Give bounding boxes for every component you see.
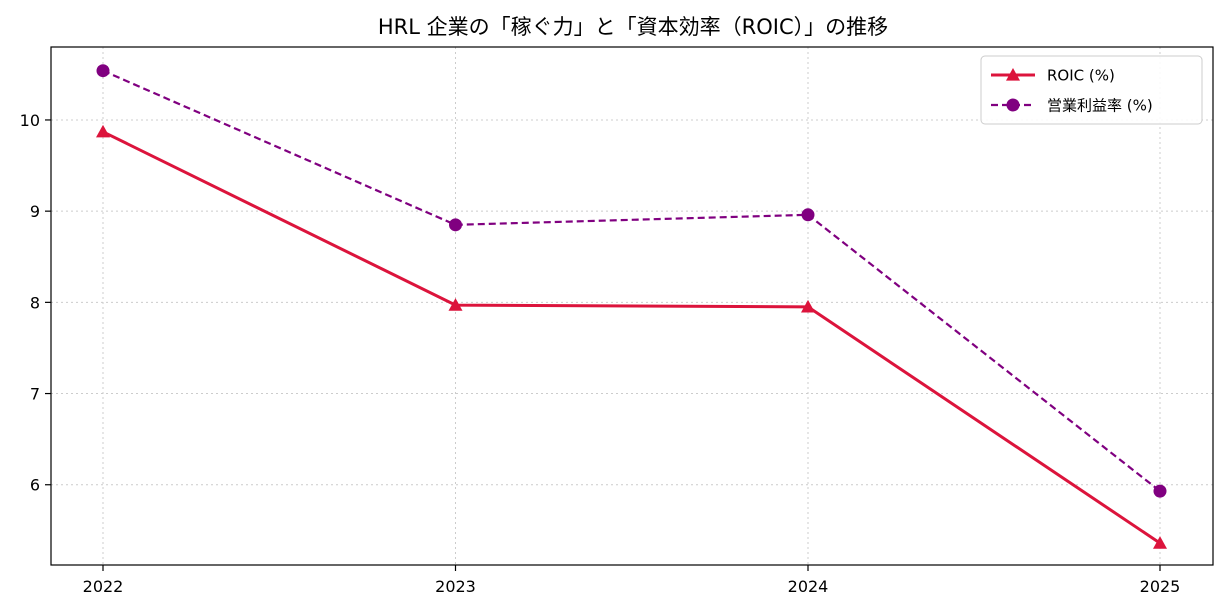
legend-box bbox=[980, 55, 1203, 125]
x-tick-label: 2022 bbox=[83, 577, 124, 596]
x-tick-label: 2023 bbox=[435, 577, 476, 596]
y-tick-label: 10 bbox=[20, 111, 40, 130]
legend-marker-circle bbox=[1006, 98, 1020, 112]
y-tick-label: 7 bbox=[30, 385, 40, 404]
data-point-circle bbox=[1153, 484, 1167, 498]
y-tick-label: 6 bbox=[30, 476, 40, 495]
data-point-triangle bbox=[801, 299, 815, 313]
chart-title: HRL 企業の「稼ぐ力」と「資本効率（ROIC）」の推移 bbox=[378, 15, 888, 39]
legend: ROIC (%) 営業利益率 (%) bbox=[980, 55, 1203, 125]
data-point-triangle bbox=[1153, 536, 1167, 549]
x-tick-label: 2024 bbox=[788, 577, 829, 596]
plot-frame bbox=[50, 46, 1214, 566]
legend-marker-triangle bbox=[1006, 68, 1020, 81]
legend-label: 営業利益率 (%) bbox=[1047, 97, 1153, 115]
grid bbox=[51, 47, 1213, 565]
data-point-triangle bbox=[448, 298, 463, 311]
data-point-circle bbox=[449, 218, 462, 232]
data-point-circle bbox=[96, 64, 110, 78]
y-tick-label: 9 bbox=[30, 202, 40, 221]
x-tick-label: 2025 bbox=[1140, 577, 1181, 596]
legend-label: ROIC (%) bbox=[1047, 67, 1115, 85]
series-layer bbox=[96, 64, 1167, 549]
series-line-0 bbox=[102, 130, 1161, 545]
y-tick-label: 8 bbox=[30, 293, 40, 312]
data-point-circle bbox=[801, 208, 815, 222]
data-point-triangle bbox=[96, 124, 110, 138]
axes: 2022 2023 2024 2025 6 7 8 9 10 bbox=[20, 111, 1181, 596]
series-line-1 bbox=[102, 69, 1161, 492]
